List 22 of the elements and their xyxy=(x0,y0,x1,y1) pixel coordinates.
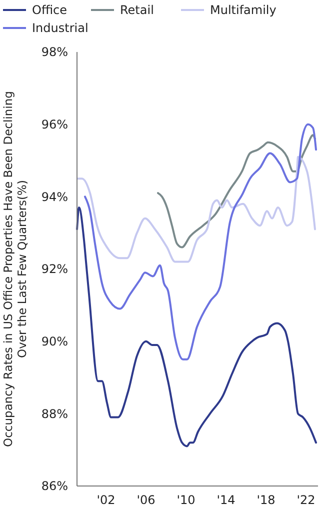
x-tick-label: '06 xyxy=(136,493,156,507)
line-series xyxy=(76,206,317,448)
x-tick-label: '10 xyxy=(176,493,196,507)
y-axis-title: Occupancy Rates in US Office Properties Have Been Declining Over the Last Few Quarters(%) xyxy=(1,91,29,447)
legend-label: Retail xyxy=(120,3,154,18)
line-series xyxy=(157,134,316,248)
x-tick-label: '22 xyxy=(296,493,316,507)
line-series xyxy=(77,156,316,263)
x-tick-label: '02 xyxy=(96,493,116,507)
legend-label: Multifamily xyxy=(210,3,276,18)
y-tick-label: 96% xyxy=(41,118,68,132)
x-tick-label: '14 xyxy=(216,493,236,507)
legend-label: Industrial xyxy=(32,21,88,36)
y-tick-label: 98% xyxy=(41,45,68,60)
y-tick-label: 90% xyxy=(41,334,68,349)
y-tick-label: 92% xyxy=(41,262,68,276)
y-tick-label: 86% xyxy=(41,479,68,494)
y-tick-label: 88% xyxy=(41,406,68,421)
y-tick-label: 94% xyxy=(41,190,68,204)
x-tick-label: '18 xyxy=(256,493,276,507)
line-series xyxy=(84,123,317,360)
legend-label: Office xyxy=(32,3,68,18)
